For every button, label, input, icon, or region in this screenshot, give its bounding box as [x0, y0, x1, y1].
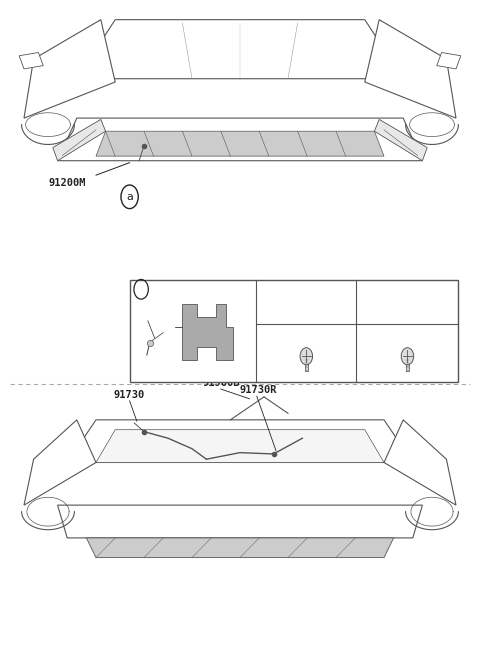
Polygon shape [365, 20, 456, 118]
Polygon shape [437, 52, 461, 69]
Text: a: a [138, 285, 144, 294]
Text: 1244BG: 1244BG [138, 313, 173, 323]
Text: 91200M: 91200M [48, 178, 86, 188]
Polygon shape [96, 430, 384, 462]
Bar [406, 356, 408, 371]
Circle shape [401, 348, 414, 365]
Text: 91932Z: 91932Z [162, 368, 198, 378]
Text: 1141AN: 1141AN [288, 297, 325, 307]
Bar [130, 280, 458, 382]
Polygon shape [77, 20, 403, 79]
Polygon shape [58, 118, 422, 161]
Polygon shape [384, 420, 456, 505]
Polygon shape [374, 119, 427, 161]
Text: 91730: 91730 [114, 390, 145, 400]
Circle shape [300, 348, 312, 365]
Bar [305, 356, 308, 371]
Polygon shape [53, 119, 106, 161]
Text: 91234A: 91234A [389, 297, 426, 307]
Polygon shape [96, 131, 384, 156]
Polygon shape [86, 538, 394, 558]
Text: a: a [126, 192, 133, 202]
Text: 91730R: 91730R [240, 385, 277, 395]
Text: 91960B: 91960B [202, 379, 240, 388]
Polygon shape [58, 505, 422, 538]
Polygon shape [67, 420, 413, 462]
Polygon shape [24, 20, 115, 118]
Polygon shape [24, 420, 96, 505]
Polygon shape [19, 52, 43, 69]
Polygon shape [175, 304, 233, 360]
